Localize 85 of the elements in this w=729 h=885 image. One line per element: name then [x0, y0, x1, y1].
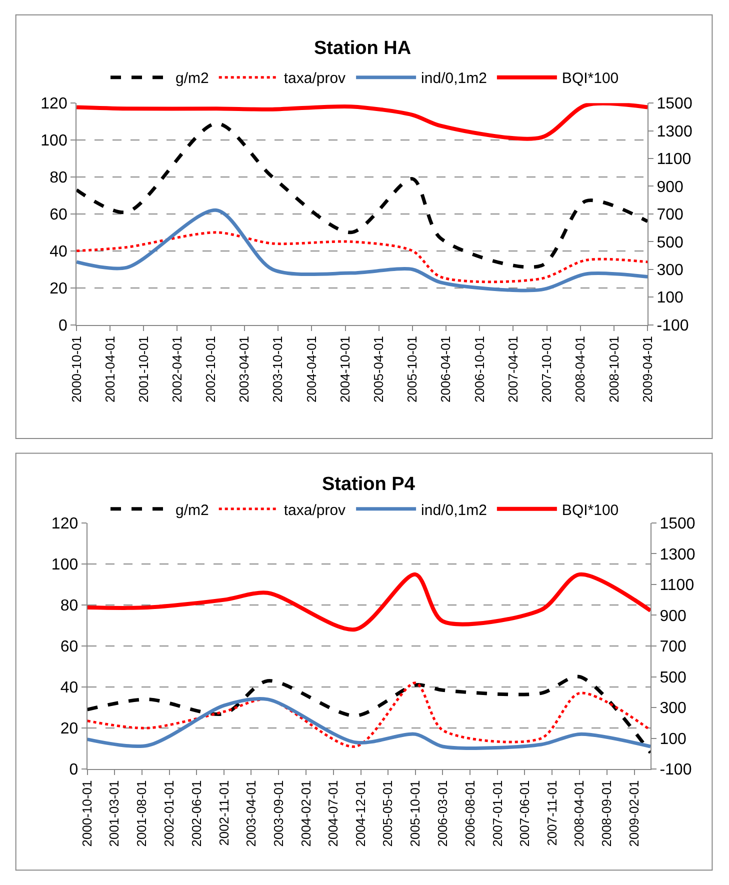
- y2-tick-label: 500: [660, 669, 686, 686]
- y-tick-label: 40: [60, 680, 78, 697]
- legend-label: g/m2: [176, 70, 209, 88]
- line-series: [87, 572, 650, 632]
- x-tick-label: 2001-04-01: [102, 336, 118, 402]
- y2-tick-label: 1300: [656, 123, 692, 140]
- x-tick-label: 2007-06-01: [516, 780, 532, 847]
- x-tick-label: 2002-01-01: [162, 780, 177, 847]
- chart-title: Station HA: [314, 38, 412, 59]
- x-tick-label: 2009-04-01: [640, 336, 655, 402]
- y2-tick-label: 1100: [660, 577, 694, 594]
- x-tick-label: 2002-06-01: [188, 780, 204, 847]
- x-tick-label: 2009-02-01: [626, 780, 642, 847]
- y-tick-label: 80: [50, 170, 68, 187]
- line-series: [87, 674, 650, 754]
- legend-label: BQI*100: [562, 70, 619, 88]
- x-tick-label: 2005-04-01: [371, 336, 386, 402]
- y-tick-label: 60: [50, 206, 68, 224]
- x-tick-label: 2006-10-01: [472, 336, 487, 402]
- y2-tick-label: 1500: [660, 515, 696, 532]
- x-tick-label: 2008-04-01: [572, 780, 587, 847]
- y2-tick-label: 700: [656, 206, 684, 224]
- y2-tick-label: 1100: [656, 151, 692, 168]
- x-tick-label: 2006-03-01: [434, 780, 450, 847]
- y2-tick-label: 700: [660, 638, 686, 656]
- x-tick-label: 2007-10-01: [538, 336, 554, 402]
- x-tick-label: 2003-10-01: [270, 336, 286, 402]
- x-tick-label: 2008-04-01: [572, 336, 588, 402]
- x-tick-label: 2007-04-01: [505, 336, 520, 402]
- legend-label: ind/0,1m2: [421, 70, 487, 88]
- y2-tick-label: 100: [656, 290, 684, 307]
- y2-tick-label: 300: [660, 700, 686, 718]
- y-tick-label: 100: [51, 556, 78, 574]
- y2-tick-label: 900: [656, 178, 684, 196]
- x-tick-label: 2001-10-01: [136, 336, 151, 402]
- y-tick-label: 0: [69, 762, 78, 779]
- x-tick-label: 2005-10-01: [404, 336, 420, 402]
- y2-tick-label: 100: [660, 730, 686, 748]
- x-tick-label: 2005-05-01: [380, 780, 396, 847]
- legend-label: taxa/prov: [284, 70, 346, 88]
- legend-label: ind/0,1m2: [421, 502, 487, 519]
- legend-label: g/m2: [176, 502, 209, 519]
- y-tick-label: 20: [50, 280, 68, 298]
- x-tick-label: 2008-10-01: [606, 336, 622, 402]
- x-tick-label: 2004-12-01: [353, 780, 368, 847]
- y-tick-label: 100: [40, 132, 68, 150]
- x-tick-label: 2000-10-01: [80, 780, 95, 847]
- y-tick-label: 20: [60, 720, 78, 738]
- x-tick-label: 2001-03-01: [106, 780, 122, 847]
- y2-tick-label: -100: [660, 762, 692, 779]
- x-tick-label: 2005-10-01: [408, 780, 423, 847]
- x-tick-label: 2002-04-01: [169, 336, 184, 402]
- y2-tick-label: 1500: [656, 96, 692, 113]
- x-tick-label: 2006-04-01: [438, 336, 454, 402]
- y-tick-label: 120: [40, 96, 68, 113]
- x-tick-label: 2007-01-01: [490, 780, 505, 847]
- x-tick-label: 2003-04-01: [243, 780, 258, 847]
- y2-tick-label: 300: [656, 262, 684, 279]
- y-tick-label: 40: [50, 243, 68, 260]
- y-tick-label: 80: [60, 598, 78, 615]
- legend-label: BQI*100: [562, 502, 619, 519]
- y2-tick-label: 500: [656, 234, 684, 252]
- line-series: [87, 682, 650, 748]
- legend-label: taxa/prov: [284, 502, 346, 519]
- y-tick-label: 0: [58, 317, 68, 334]
- y2-tick-label: 900: [660, 608, 686, 625]
- x-tick-label: 2003-04-01: [236, 336, 252, 402]
- x-tick-label: 2008-09-01: [599, 780, 614, 847]
- y2-tick-label: -100: [656, 317, 689, 334]
- x-tick-label: 2001-08-01: [134, 780, 150, 847]
- x-tick-label: 2004-02-01: [298, 780, 314, 847]
- y2-tick-label: 1300: [660, 546, 696, 564]
- y-tick-label: 60: [60, 638, 78, 656]
- x-tick-label: 2007-11-01: [544, 780, 560, 846]
- x-tick-label: 2000-10-01: [68, 336, 84, 402]
- x-tick-label: 2006-08-01: [462, 780, 478, 847]
- x-tick-label: 2004-07-01: [326, 780, 341, 847]
- x-tick-label: 2004-04-01: [304, 336, 319, 402]
- y-tick-label: 120: [51, 515, 78, 532]
- x-tick-label: 2002-11-01: [216, 780, 232, 846]
- x-tick-label: 2004-10-01: [338, 336, 353, 402]
- chart-title: Station P4: [322, 474, 416, 495]
- line-series: [76, 208, 648, 292]
- x-tick-label: 2002-10-01: [203, 336, 218, 402]
- x-tick-label: 2003-09-01: [270, 780, 286, 847]
